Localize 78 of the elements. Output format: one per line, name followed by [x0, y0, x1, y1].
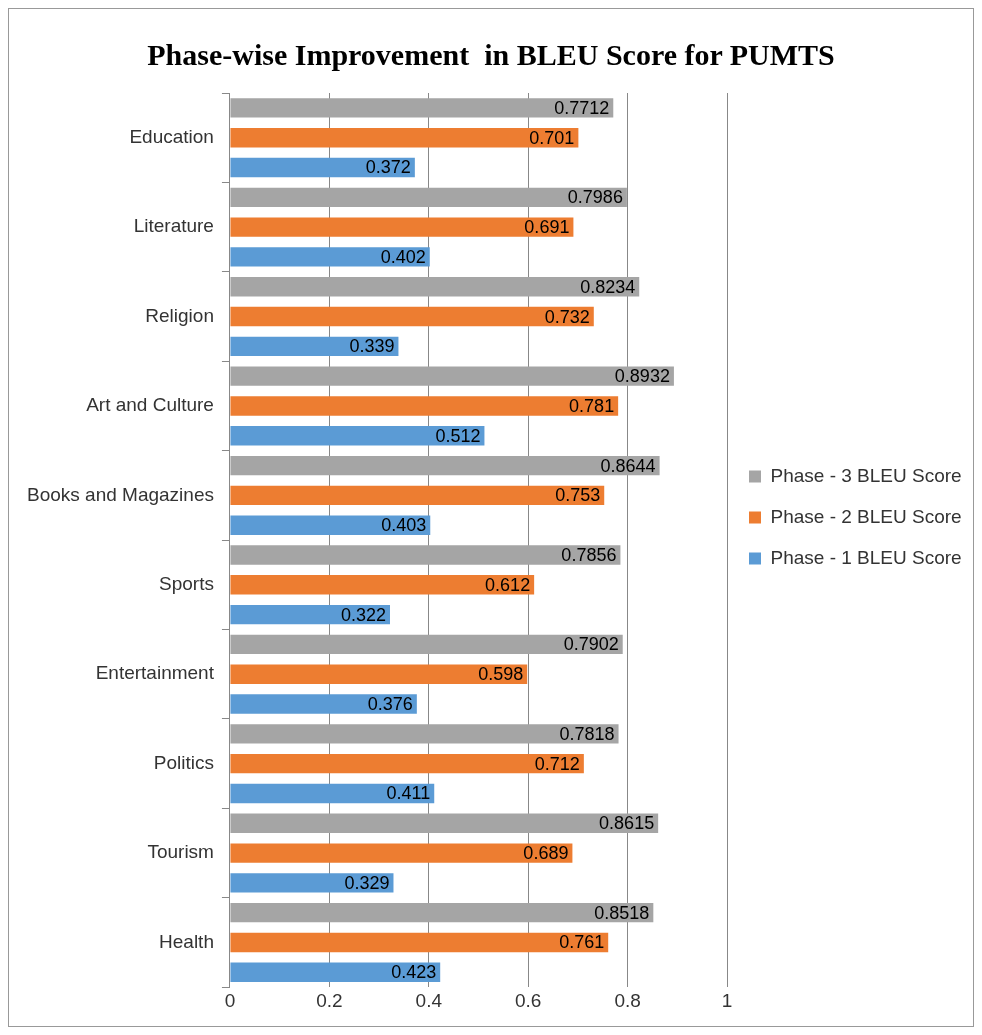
bar: [230, 455, 660, 476]
data-label: 0.403: [381, 515, 427, 536]
bar: [230, 128, 579, 148]
y-tick-label: Art and Culture: [86, 394, 214, 416]
y-tick-label: Books and Magazines: [26, 483, 214, 505]
data-label: 0.423: [391, 962, 437, 983]
data-label: 0.8932: [614, 366, 670, 387]
bar: [230, 157, 415, 178]
y-tick-label: Politics: [153, 751, 214, 773]
y-tick-label: Religion: [145, 304, 214, 326]
y-tick-label: Sports: [159, 573, 214, 595]
bar: [230, 634, 623, 655]
data-label: 0.512: [435, 425, 481, 446]
bar: [230, 277, 640, 297]
x-tick-label: 0: [224, 989, 236, 1011]
y-tick-label: Literature: [133, 215, 214, 237]
y-tick-label: Health: [159, 930, 214, 952]
data-label: 0.329: [344, 872, 390, 893]
x-tick-label: 0.6: [514, 989, 542, 1011]
bar: [230, 664, 528, 684]
bar: [230, 873, 394, 893]
x-tick-label: 0.4: [415, 989, 443, 1011]
bar: [230, 753, 584, 774]
data-label: 0.781: [569, 395, 615, 416]
bar: [230, 843, 573, 863]
x-tick-label: 0.8: [614, 989, 641, 1011]
legend-label: Phase - 3 BLEU Score: [770, 464, 962, 486]
data-label: 0.8518: [594, 902, 650, 923]
data-label: 0.411: [386, 783, 431, 804]
bar: [230, 396, 619, 416]
bar: [230, 783, 435, 804]
bar: [230, 575, 535, 595]
y-tick-label: Tourism: [147, 841, 214, 863]
bar: [230, 515, 431, 535]
bar: [230, 98, 614, 118]
data-label: 0.8644: [600, 455, 656, 476]
x-tick-label: 1: [721, 989, 733, 1011]
bar: [230, 724, 619, 744]
data-label: 0.701: [529, 127, 575, 148]
bar: [230, 366, 674, 386]
data-label: 0.376: [367, 694, 413, 715]
data-label: 0.753: [555, 485, 601, 506]
chart-title: Phase-wise Improvement in BLEU Score for PUMTS: [147, 37, 835, 71]
data-label: 0.732: [544, 306, 590, 327]
bar: [230, 426, 485, 446]
data-label: 0.689: [523, 843, 569, 864]
data-label: 0.712: [534, 753, 580, 774]
data-label: 0.7856: [561, 544, 617, 565]
legend-label: Phase - 1 BLEU Score: [770, 546, 962, 568]
data-label: 0.761: [559, 932, 605, 953]
data-label: 0.8234: [580, 276, 636, 297]
data-label: 0.7712: [554, 97, 610, 118]
bar: [230, 217, 574, 237]
bar: [230, 694, 417, 714]
bar: [230, 545, 621, 565]
data-label: 0.8615: [599, 813, 655, 834]
data-label: 0.691: [524, 217, 570, 238]
data-label: 0.612: [485, 574, 531, 595]
data-label: 0.7818: [559, 723, 615, 744]
data-label: 0.7986: [567, 187, 623, 208]
data-label: 0.322: [340, 604, 386, 625]
bar: [230, 903, 654, 923]
y-tick-label: Entertainment: [95, 662, 215, 684]
bar: [230, 813, 659, 833]
y-tick-label: Education: [129, 125, 214, 147]
bar: [230, 306, 594, 327]
data-label: 0.402: [380, 246, 426, 267]
bar: [230, 187, 627, 208]
x-tick-label: 0.2: [316, 989, 343, 1011]
bar: [230, 962, 441, 982]
data-label: 0.339: [349, 336, 395, 357]
data-label: 0.372: [365, 157, 411, 178]
data-label: 0.598: [478, 664, 524, 685]
bar: [230, 485, 605, 506]
data-label: 0.7902: [563, 634, 619, 655]
legend-label: Phase - 2 BLEU Score: [770, 505, 962, 527]
bar: [230, 932, 609, 953]
bar: [230, 247, 430, 267]
